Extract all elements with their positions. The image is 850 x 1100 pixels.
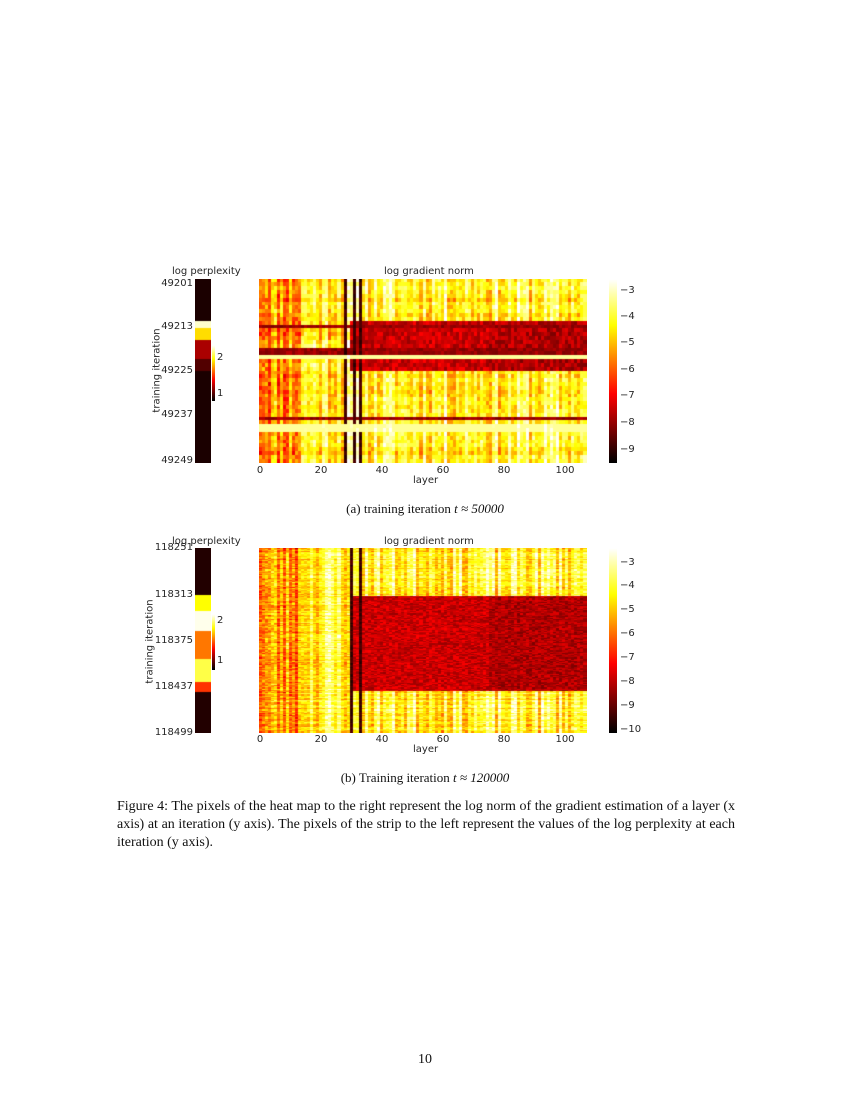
- x-tick: 60: [436, 465, 450, 476]
- perplexity-colorbar-tick: 1: [217, 388, 224, 399]
- log-perplexity-strip: [195, 279, 211, 463]
- strip-title: log perplexity: [172, 536, 241, 547]
- gradient-colorbar-tick: −6: [620, 628, 635, 639]
- x-tick: 80: [497, 734, 511, 745]
- gradient-colorbar-tick: −8: [620, 676, 635, 687]
- y-tick: 118251: [154, 542, 193, 553]
- subcaption-math: t ≈ 120000: [453, 770, 510, 785]
- gradient-colorbar-tick: −4: [620, 580, 635, 591]
- x-axis-label: layer: [413, 475, 439, 486]
- y-tick: 49213: [161, 321, 193, 332]
- y-tick: 49237: [161, 409, 193, 420]
- gradient-colorbar-tick: −9: [620, 444, 635, 455]
- x-tick: 40: [375, 465, 389, 476]
- page-number: 10: [418, 1052, 432, 1067]
- y-tick: 49201: [161, 278, 193, 289]
- subcaption-a: (a) training iteration t ≈ 50000: [0, 501, 850, 517]
- gradient-colorbar-tick: −5: [620, 337, 635, 348]
- subcaption-text: (b) Training iteration: [340, 770, 454, 785]
- x-tick: 100: [555, 734, 575, 745]
- x-tick: 0: [256, 465, 264, 476]
- subcaption-math: t ≈ 50000: [454, 501, 504, 516]
- y-tick: 118437: [154, 681, 193, 692]
- gradient-colorbar: [609, 279, 617, 463]
- x-tick: 80: [497, 465, 511, 476]
- y-tick: 49249: [161, 455, 193, 466]
- heatmap-title: log gradient norm: [384, 266, 474, 277]
- gradient-colorbar-tick: −6: [620, 364, 635, 375]
- x-axis-label: layer: [413, 744, 439, 755]
- y-tick: 118313: [154, 589, 193, 600]
- gradient-colorbar-tick: −8: [620, 417, 635, 428]
- perplexity-colorbar: [212, 614, 215, 670]
- perplexity-colorbar-tick: 2: [217, 615, 224, 626]
- perplexity-colorbar: [212, 345, 215, 401]
- x-tick: 40: [375, 734, 389, 745]
- strip-title: log perplexity: [172, 266, 241, 277]
- x-tick: 20: [314, 734, 328, 745]
- gradient-colorbar-tick: −4: [620, 311, 635, 322]
- heatmap-title: log gradient norm: [384, 536, 474, 547]
- gradient-colorbar-tick: −7: [620, 390, 635, 401]
- perplexity-colorbar-tick: 1: [217, 655, 224, 666]
- gradient-norm-heatmap: [259, 548, 587, 733]
- log-perplexity-strip: [195, 548, 211, 733]
- figure-caption: Figure 4: The pixels of the heat map to …: [117, 799, 735, 850]
- gradient-colorbar-tick: −3: [620, 557, 635, 568]
- subcaption-text: (a) training iteration: [346, 501, 455, 516]
- gradient-colorbar-tick: −10: [620, 724, 642, 735]
- x-tick: 100: [555, 465, 575, 476]
- y-tick: 118499: [154, 727, 193, 738]
- y-tick: 49225: [161, 365, 193, 376]
- gradient-colorbar-tick: −7: [620, 652, 635, 663]
- x-tick: 0: [256, 734, 264, 745]
- perplexity-colorbar-tick: 2: [217, 352, 224, 363]
- gradient-colorbar-tick: −3: [620, 285, 635, 296]
- subcaption-b: (b) Training iteration t ≈ 120000: [0, 770, 850, 786]
- gradient-colorbar-tick: −5: [620, 604, 635, 615]
- gradient-colorbar: [609, 548, 617, 733]
- y-tick: 118375: [154, 635, 193, 646]
- gradient-norm-heatmap: [259, 279, 587, 463]
- x-tick: 60: [436, 734, 450, 745]
- x-tick: 20: [314, 465, 328, 476]
- gradient-colorbar-tick: −9: [620, 700, 635, 711]
